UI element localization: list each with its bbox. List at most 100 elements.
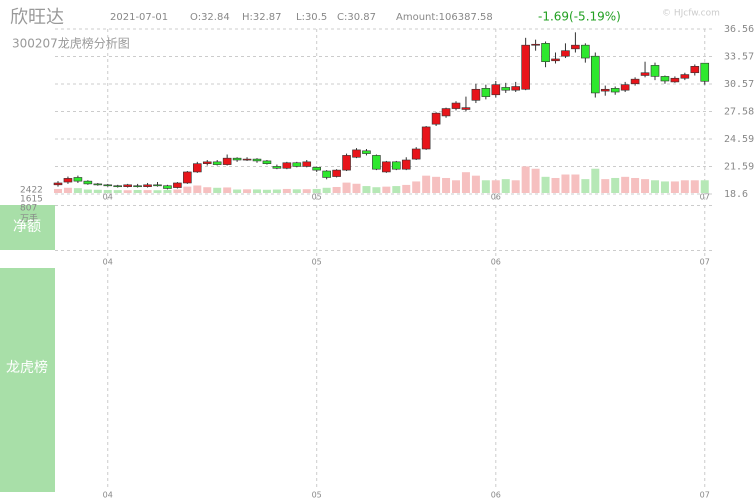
volume-bar (461, 172, 470, 193)
candle-body (471, 88, 481, 101)
candle-body (421, 126, 431, 150)
volume-bar (73, 188, 82, 193)
candle-body (571, 44, 580, 50)
volume-bar (253, 189, 261, 193)
volume-unit: 万手 (20, 213, 38, 225)
candle-body (680, 74, 690, 79)
candle-body (302, 161, 312, 167)
y-tick-label: 24.59 (724, 134, 754, 145)
open: O:32.84 (190, 12, 230, 23)
candle-body (53, 182, 63, 186)
candle-body (362, 150, 371, 154)
volume-bar (422, 175, 431, 193)
volume-bar (670, 181, 679, 193)
volume-bar (342, 182, 351, 193)
volume-bar (223, 187, 232, 193)
volume-bar (491, 180, 500, 193)
candle-body (461, 107, 471, 110)
volume-tick-label: 2422 (20, 186, 43, 196)
candle-body (262, 160, 272, 164)
volume-bar (660, 181, 669, 193)
volume-bar (282, 188, 291, 193)
volume-bar (243, 189, 252, 193)
volume-bar (233, 189, 242, 193)
close: C:30.87 (337, 12, 376, 23)
stock-name: 欣旺达 (10, 7, 64, 28)
x-tick-label: 06 (491, 193, 501, 202)
candle-body (411, 148, 421, 160)
x-tick-label: 05 (312, 491, 322, 500)
candle-body (441, 108, 451, 117)
candle-body (93, 183, 103, 186)
volume-bar (680, 180, 689, 193)
candle-body (590, 55, 600, 94)
volume-bar (203, 187, 212, 193)
candle-body (630, 78, 640, 85)
y-tick-label: 18.6 (724, 189, 748, 200)
volume-bar (183, 186, 192, 193)
volume-bar (93, 189, 102, 193)
candle-body (282, 162, 292, 169)
amount: Amount:106387.58 (396, 12, 493, 23)
candle-body (183, 171, 192, 184)
candle-body (312, 167, 322, 171)
candle-body (332, 169, 341, 177)
volume-bar (551, 177, 560, 193)
panel-box (0, 268, 55, 492)
candle-body (272, 166, 282, 169)
x-tick-label: 04 (103, 193, 113, 202)
candle-body (133, 185, 142, 188)
volume-bar (481, 180, 490, 193)
candle-body (521, 44, 530, 90)
volume-bar (471, 175, 480, 193)
x-tick-label: 04 (103, 258, 113, 267)
volume-bar (700, 180, 709, 193)
candle-body (551, 58, 560, 62)
candle-body (501, 87, 511, 91)
volume-bar (292, 189, 301, 193)
y-tick-label: 21.59 (724, 162, 754, 173)
volume-bar (153, 190, 162, 193)
date: 2021-07-01 (110, 12, 168, 23)
candle-body (640, 72, 650, 76)
x-tick-label: 07 (700, 193, 710, 202)
volume-bar (362, 186, 371, 193)
candle-body (372, 155, 381, 170)
candle-body (73, 177, 83, 182)
volume-bar (432, 176, 441, 193)
volume-bar (571, 174, 580, 193)
candle-body (163, 185, 172, 189)
volume-bar (402, 184, 411, 193)
candle-body (541, 43, 550, 63)
volume-bar (611, 177, 620, 193)
candle-body (610, 88, 620, 93)
volume-bar (163, 189, 172, 193)
volume-bar (262, 189, 271, 193)
volume-bar (561, 174, 570, 193)
volume-tick-label: 1615 (20, 195, 43, 205)
candle-body (581, 44, 590, 59)
volume-bar (442, 177, 451, 193)
candle-body (232, 157, 242, 161)
volume-bar (382, 186, 391, 193)
candle-body (561, 50, 570, 57)
candle-body (700, 62, 710, 82)
x-tick-label: 07 (700, 258, 710, 267)
subtitle: 300207龙虎榜分析图 (12, 36, 130, 51)
volume-bar (581, 179, 590, 193)
volume-bar (501, 179, 510, 193)
volume-bar (541, 176, 550, 193)
candle-body (401, 159, 411, 170)
candle-body (600, 88, 610, 92)
volume-bar (651, 180, 659, 193)
volume-bar (312, 188, 321, 193)
x-tick-label: 07 (700, 491, 710, 500)
volume-bar (452, 180, 460, 193)
volume-bar (173, 189, 182, 193)
high: H:32.87 (242, 12, 282, 23)
candle-body (143, 184, 152, 187)
candle-body (63, 178, 73, 183)
volume-tick-label: 807 (20, 204, 37, 214)
volume-bar (54, 188, 62, 193)
